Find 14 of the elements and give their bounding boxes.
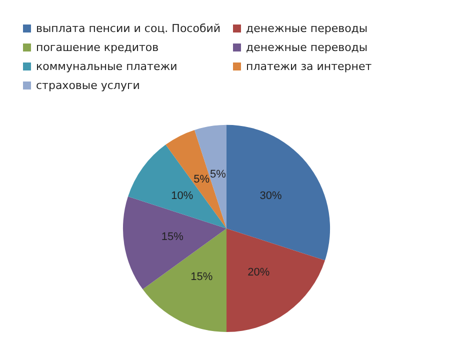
legend-label: денежные переводы: [246, 41, 368, 54]
legend-label: платежи за интернет: [246, 60, 372, 73]
legend-label: денежные переводы: [246, 22, 368, 35]
data-label: 20%: [248, 266, 270, 279]
legend-label: коммунальные платежи: [36, 60, 178, 73]
data-label: 15%: [190, 271, 213, 284]
data-label: 5%: [210, 168, 226, 180]
data-label: 15%: [161, 231, 184, 244]
legend-label: страховые услуги: [36, 79, 140, 92]
data-label: 10%: [171, 190, 194, 202]
legend-label: выплата пенсии и соц. Пособий: [36, 22, 221, 35]
data-label: 30%: [260, 190, 282, 202]
data-label: 5%: [194, 174, 210, 186]
legend-label: погашение кредитов: [36, 41, 159, 54]
